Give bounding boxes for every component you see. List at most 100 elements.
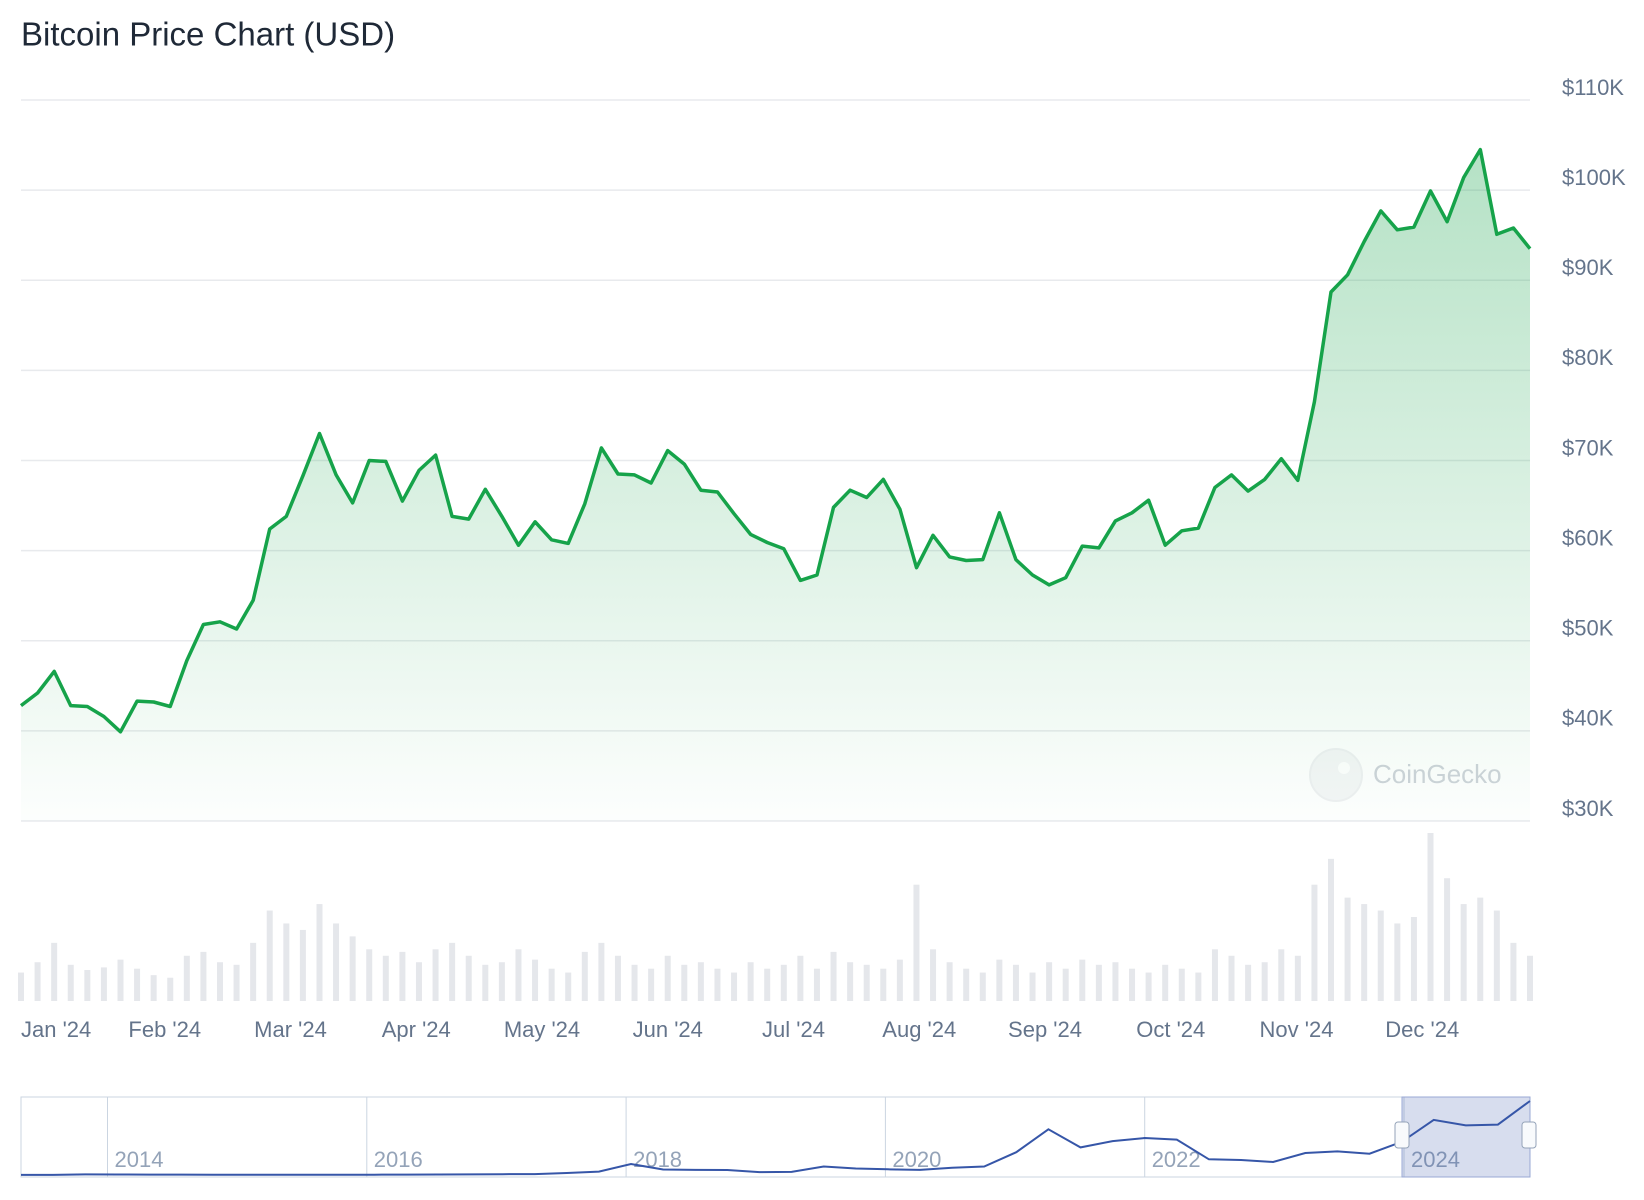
volume-bar (896, 959, 903, 1001)
volume-bar (498, 962, 505, 1001)
volume-bar (349, 936, 356, 1001)
x-tick-label: Aug '24 (882, 1017, 956, 1042)
volume-bar (731, 972, 738, 1001)
navigator-frame (20, 1096, 1531, 1178)
volume-bar (1112, 962, 1119, 1001)
volume-bar (598, 942, 605, 1001)
navigator-tick-label: 2020 (892, 1147, 941, 1172)
volume-bar (1344, 897, 1351, 1001)
x-tick-label: Jun '24 (633, 1017, 703, 1042)
volume-bar (1079, 959, 1086, 1001)
volume-bar (1510, 942, 1517, 1001)
volume-bar (382, 955, 389, 1001)
volume-bar (913, 884, 920, 1001)
y-tick-label: $40K (1562, 706, 1614, 731)
volume-bar (581, 951, 588, 1001)
volume-bar (747, 962, 754, 1001)
volume-bar (299, 929, 306, 1001)
volume-bar (1228, 955, 1235, 1001)
volume-bar (664, 955, 671, 1001)
volume-bar (830, 951, 837, 1001)
navigator-handle (1521, 1121, 1537, 1149)
volume-bar (1361, 904, 1368, 1001)
y-tick-label: $70K (1562, 435, 1614, 460)
volume-bar (100, 967, 107, 1001)
volume-bar (399, 951, 406, 1001)
volume-bar (1328, 858, 1335, 1001)
volume-bar (1178, 968, 1185, 1001)
volume-bar (515, 949, 522, 1001)
volume-bar (996, 959, 1003, 1001)
volume-bar (34, 962, 41, 1001)
volume-bar (880, 968, 887, 1001)
price-area (21, 149, 1530, 822)
volume-bar (316, 904, 323, 1001)
y-tick-label: $60K (1562, 525, 1614, 550)
y-tick-label: $90K (1562, 255, 1614, 280)
volume-bar (1245, 964, 1252, 1001)
volume-bar (1195, 972, 1202, 1001)
volume-bar (18, 972, 24, 1001)
volume-bar (432, 949, 439, 1001)
volume-bar (84, 969, 91, 1001)
volume-bar (1211, 949, 1218, 1001)
volume-bar (797, 955, 804, 1001)
volume-bar (1477, 897, 1484, 1001)
y-tick-label: $100K (1562, 165, 1626, 190)
volume-bar (863, 964, 870, 1001)
volume-bar (1427, 833, 1434, 1001)
volume-bar (1444, 878, 1451, 1001)
volume-bar (1261, 962, 1268, 1001)
volume-bar (216, 962, 223, 1001)
volume-bar (134, 968, 141, 1001)
volume-bar (67, 964, 74, 1001)
chart-title: Bitcoin Price Chart (USD) (21, 16, 395, 53)
volume-bar (1012, 964, 1019, 1001)
volume-bar (847, 962, 854, 1001)
volume-bar (1046, 962, 1053, 1001)
volume-bar (946, 962, 953, 1001)
volume-bar (648, 968, 655, 1001)
volume-bar (697, 962, 704, 1001)
volume-bar (1278, 949, 1285, 1001)
volume-bar (963, 968, 970, 1001)
volume-bar (150, 975, 157, 1001)
volume-bar (183, 955, 190, 1001)
volume-bar (1394, 923, 1401, 1001)
x-tick-label: Feb '24 (128, 1017, 201, 1042)
x-tick-label: Jan '24 (21, 1017, 91, 1042)
volume-bar (1162, 964, 1169, 1001)
volume-bar (1410, 917, 1417, 1001)
y-tick-label: $50K (1562, 616, 1614, 641)
navigator-selection (1401, 1096, 1531, 1178)
volume-bar (449, 942, 456, 1001)
volume-bar (250, 942, 257, 1001)
volume-bar (1145, 972, 1152, 1001)
volume-bar (333, 923, 340, 1001)
volume-bar (1129, 968, 1136, 1001)
volume-bar (482, 964, 489, 1001)
volume-bar (1294, 955, 1301, 1001)
volume-bar (415, 962, 422, 1001)
x-tick-label: Apr '24 (382, 1017, 451, 1042)
x-tick-label: Jul '24 (762, 1017, 825, 1042)
volume-bar (1029, 972, 1036, 1001)
volume-bar (714, 968, 721, 1001)
volume-bar (631, 964, 638, 1001)
x-tick-label: Dec '24 (1385, 1017, 1459, 1042)
volume-bar (167, 977, 174, 1001)
volume-bar (233, 964, 240, 1001)
volume-bar (813, 968, 820, 1001)
navigator-line (21, 1100, 1531, 1176)
volume-bar (565, 972, 572, 1001)
volume-bar (266, 910, 273, 1001)
volume-bar (1095, 964, 1102, 1001)
navigator-handle (1394, 1121, 1410, 1149)
x-tick-label: May '24 (504, 1017, 580, 1042)
navigator-tick-label: 2016 (374, 1147, 423, 1172)
volume-bar (681, 964, 688, 1001)
volume-bar (117, 959, 124, 1001)
volume-bar (764, 968, 771, 1001)
